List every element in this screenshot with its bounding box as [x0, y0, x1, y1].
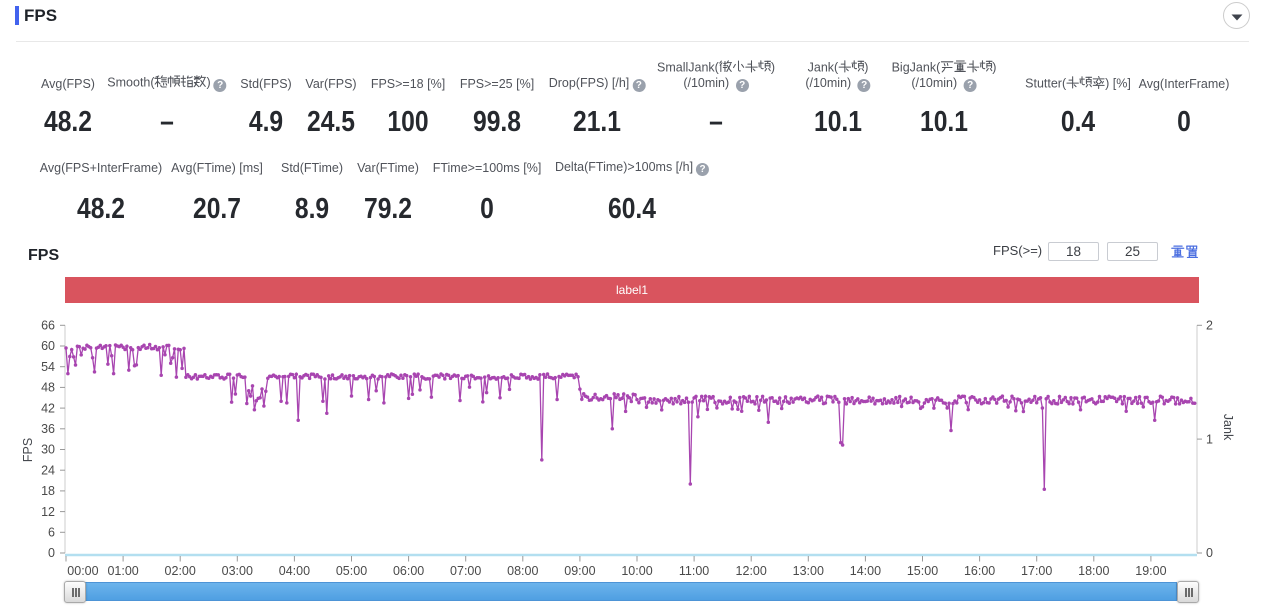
svg-text:42: 42	[41, 401, 55, 415]
svg-text:FPS: FPS	[21, 438, 35, 462]
svg-text:05:00: 05:00	[336, 564, 367, 578]
svg-text:06:00: 06:00	[393, 564, 424, 578]
svg-text:48: 48	[41, 381, 55, 395]
svg-text:0: 0	[1206, 546, 1213, 560]
svg-text:03:00: 03:00	[222, 564, 253, 578]
svg-text:66: 66	[41, 319, 55, 333]
svg-text:09:00: 09:00	[564, 564, 595, 578]
svg-text:10:00: 10:00	[621, 564, 652, 578]
svg-text:01:00: 01:00	[107, 564, 138, 578]
svg-text:60: 60	[41, 339, 55, 353]
svg-text:16:00: 16:00	[964, 564, 995, 578]
svg-text:18:00: 18:00	[1078, 564, 1109, 578]
svg-text:07:00: 07:00	[450, 564, 481, 578]
svg-text:19:00: 19:00	[1135, 564, 1166, 578]
svg-text:15:00: 15:00	[907, 564, 938, 578]
svg-text:17:00: 17:00	[1021, 564, 1052, 578]
svg-text:08:00: 08:00	[507, 564, 538, 578]
svg-text:12:00: 12:00	[736, 564, 767, 578]
svg-text:24: 24	[41, 463, 55, 477]
svg-text:12: 12	[41, 505, 55, 519]
svg-text:6: 6	[48, 526, 55, 540]
svg-text:30: 30	[41, 443, 55, 457]
svg-text:14:00: 14:00	[850, 564, 881, 578]
svg-text:36: 36	[41, 422, 55, 436]
svg-text:18: 18	[41, 484, 55, 498]
svg-text:02:00: 02:00	[165, 564, 196, 578]
svg-text:Jank: Jank	[1221, 414, 1235, 441]
svg-text:0: 0	[48, 546, 55, 560]
svg-text:11:00: 11:00	[679, 564, 709, 578]
svg-text:2: 2	[1206, 319, 1213, 333]
svg-text:1: 1	[1206, 432, 1213, 446]
svg-text:04:00: 04:00	[279, 564, 310, 578]
svg-text:54: 54	[41, 360, 55, 374]
svg-text:13:00: 13:00	[793, 564, 824, 578]
svg-text:00:00: 00:00	[67, 564, 98, 578]
